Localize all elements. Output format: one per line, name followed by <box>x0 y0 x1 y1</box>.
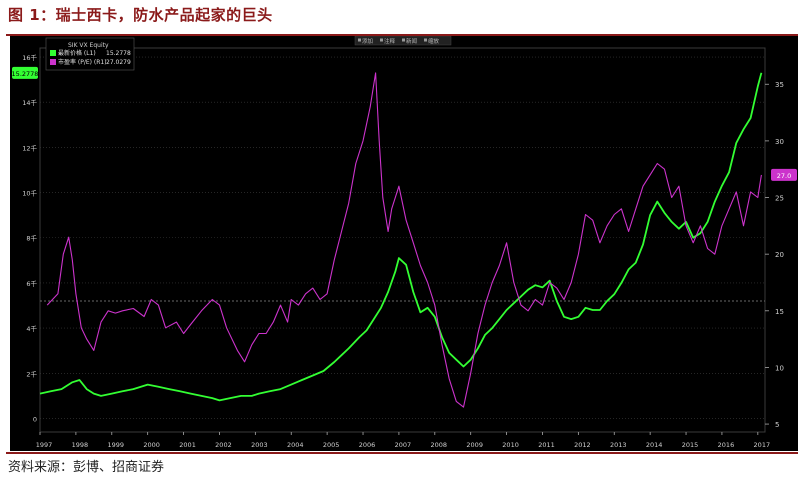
x-tick-label: 2012 <box>574 441 591 449</box>
toolbar-item: 新闻 <box>406 37 417 45</box>
pe-last-value-tag <box>771 168 797 181</box>
right-tick-label: 5 <box>775 421 779 429</box>
figure-title: 图 1：瑞士西卡，防水产品起家的巨头 <box>8 6 273 24</box>
x-tick-label: 2015 <box>682 441 699 449</box>
legend-entry-value: 15.2778 <box>106 50 131 57</box>
right-tick-label: 35 <box>775 81 784 89</box>
top-divider <box>6 34 798 36</box>
x-tick-label: 2017 <box>754 441 771 449</box>
toolbar-icon <box>358 38 361 42</box>
x-tick-label: 1999 <box>108 441 125 449</box>
price-series-line <box>39 72 763 402</box>
legend-swatch <box>50 50 56 56</box>
bottom-divider <box>6 452 798 454</box>
x-tick-label: 2001 <box>179 441 196 449</box>
left-tick-label: 16千 <box>22 53 37 62</box>
toolbar-icon <box>380 38 383 42</box>
chart-panel: 0 2千 4千 6千 8千 10千 12千 14千 16千 5 10 15 20 25 30 35 1997 19… <box>10 35 798 451</box>
legend-entry-value: 27.0279 <box>106 59 131 66</box>
right-tick-label: 10 <box>775 364 784 372</box>
left-tick-label: 8千 <box>26 234 37 243</box>
x-tick-label: 2005 <box>323 441 340 449</box>
price-last-value-label: 15.2778 <box>12 70 39 78</box>
legend-entry-name: 市盈率 (P/E) (R1) <box>58 58 107 66</box>
left-tick-label: 12千 <box>22 143 37 152</box>
toolbar-item: 注释 <box>384 37 396 45</box>
x-tick-label: 2014 <box>646 441 663 449</box>
x-tick-label: 2016 <box>718 441 735 449</box>
left-tick-label: 6千 <box>26 279 37 288</box>
x-tick-label: 2013 <box>610 441 627 449</box>
left-tick-label: 4千 <box>26 324 37 333</box>
price-last-value-tag <box>12 66 38 79</box>
x-tick-label: 2007 <box>395 441 412 449</box>
x-tick-label: 2009 <box>466 441 483 449</box>
legend-entry-name: 最新价格 (L1) <box>58 49 96 57</box>
left-tick-label: 0 <box>33 415 37 423</box>
right-tick-label: 15 <box>775 308 784 316</box>
x-tick-label: 1998 <box>72 441 89 449</box>
x-tick-label: 2004 <box>287 441 304 449</box>
toolbar-item: 添加 <box>362 37 373 45</box>
legend-box <box>45 37 135 71</box>
line-chart: 0 2千 4千 6千 8千 10千 12千 14千 16千 5 10 15 20 25 30 35 1997 19… <box>12 35 797 449</box>
x-tick-label: 2000 <box>143 441 160 449</box>
source-note: 资料来源：彭博、招商证券 <box>8 460 165 475</box>
x-tick-label: 2002 <box>215 441 232 449</box>
x-tick-label: 1997 <box>36 441 53 449</box>
toolbar-icon <box>424 38 427 42</box>
plot-frame <box>39 47 766 433</box>
legend-security: SIK VX Equity <box>68 42 109 49</box>
x-tick-label: 2003 <box>251 441 268 449</box>
legend-swatch <box>50 59 56 65</box>
pe-series-line <box>46 72 762 408</box>
toolbar-item: 缩放 <box>428 37 440 45</box>
left-tick-label: 14千 <box>22 98 37 107</box>
x-tick-label: 2010 <box>502 441 519 449</box>
left-tick-label: 2千 <box>26 369 37 378</box>
left-tick-label: 10千 <box>22 189 37 198</box>
x-tick-label: 2008 <box>431 441 448 449</box>
right-tick-label: 30 <box>775 138 784 146</box>
pe-last-value-label: 27.0 <box>777 172 791 180</box>
right-tick-label: 20 <box>775 251 784 259</box>
x-tick-label: 2006 <box>359 441 376 449</box>
toolbar-icon <box>402 38 405 42</box>
x-tick-label: 2011 <box>538 441 555 449</box>
right-tick-label: 25 <box>775 195 784 203</box>
